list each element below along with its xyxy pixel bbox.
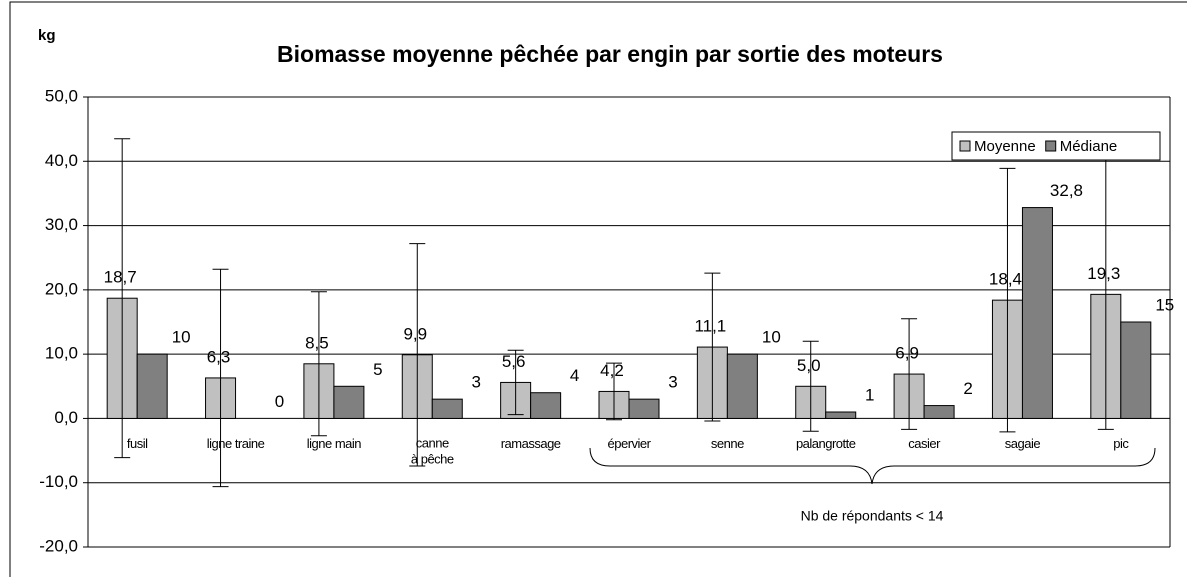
bar	[530, 392, 562, 419]
error-bar	[901, 318, 918, 430]
value-label: 8,5	[305, 333, 329, 352]
annotation: Nb de répondants < 14	[801, 508, 944, 524]
y-tick-label: 40,0	[45, 151, 78, 170]
value-label: 6,9	[895, 344, 919, 363]
legend-label: Médiane	[1060, 138, 1118, 155]
x-tick-label: pic	[1113, 436, 1129, 451]
value-label: 4	[570, 366, 579, 385]
error-bar	[212, 268, 229, 488]
error-bar	[114, 138, 131, 459]
bar	[1021, 207, 1053, 419]
y-tick-label: 0,0	[54, 408, 78, 427]
brace	[589, 447, 1156, 485]
x-tick-label: palangrotte	[796, 436, 856, 451]
error-bar	[409, 243, 426, 467]
value-label: 19,3	[1087, 264, 1120, 283]
bar	[825, 411, 857, 419]
x-tick-label: canne à pêche	[411, 436, 454, 467]
x-tick-label: senne	[711, 436, 744, 451]
chart-title: Biomasse moyenne pêchée par engin par so…	[277, 41, 943, 67]
value-label: 5	[373, 360, 382, 379]
y-axis-label: kg	[38, 27, 56, 44]
y-tick-label: 50,0	[45, 86, 78, 105]
x-tick-label: ramassage	[501, 436, 561, 451]
y-tick-label: 20,0	[45, 279, 78, 298]
error-bar	[802, 340, 819, 432]
x-tick-label: casier	[908, 436, 941, 451]
error-bar	[507, 349, 524, 416]
legend-swatch	[959, 140, 971, 152]
x-tick-label: sagaie	[1005, 436, 1041, 451]
value-label: 18,7	[104, 268, 137, 287]
y-tick-label: 30,0	[45, 215, 78, 234]
value-label: 9,9	[403, 324, 427, 343]
error-bar	[999, 167, 1016, 433]
x-tick-label: ligne traine	[207, 436, 265, 451]
legend-label: Moyenne	[974, 138, 1036, 155]
value-label: 3	[668, 373, 677, 392]
value-label: 6,3	[207, 347, 231, 366]
value-label: 2	[963, 379, 972, 398]
value-label: 4,2	[600, 361, 624, 380]
bar	[136, 353, 168, 419]
value-label: 5,0	[797, 356, 821, 375]
error-bar	[704, 272, 721, 422]
error-bar	[310, 291, 327, 437]
value-label: 0	[275, 392, 284, 411]
x-tick-label: fusil	[127, 436, 148, 451]
value-label: 32,8	[1050, 181, 1083, 200]
y-tick-label: 10,0	[45, 344, 78, 363]
y-tick-label: -20,0	[39, 536, 78, 555]
value-label: 5,6	[502, 352, 526, 371]
bar	[333, 385, 365, 419]
bar	[628, 398, 660, 419]
x-tick-label: ligne main	[307, 436, 362, 451]
y-tick-label: -10,0	[39, 472, 78, 491]
legend-swatch	[1045, 140, 1057, 152]
value-label: 11,1	[694, 317, 726, 336]
value-label: 15	[1155, 295, 1174, 314]
x-tick-label: épervier	[608, 436, 652, 451]
error-bar	[606, 362, 622, 421]
value-label: 1	[865, 385, 874, 404]
bar	[1120, 321, 1152, 419]
value-label: 18,4	[989, 270, 1022, 289]
value-label: 3	[472, 373, 481, 392]
chart-frame	[9, 1, 1187, 577]
value-label: 10	[172, 328, 191, 347]
bar	[431, 398, 463, 419]
bar	[726, 353, 758, 419]
bar	[923, 405, 955, 419]
value-label: 10	[762, 328, 781, 347]
